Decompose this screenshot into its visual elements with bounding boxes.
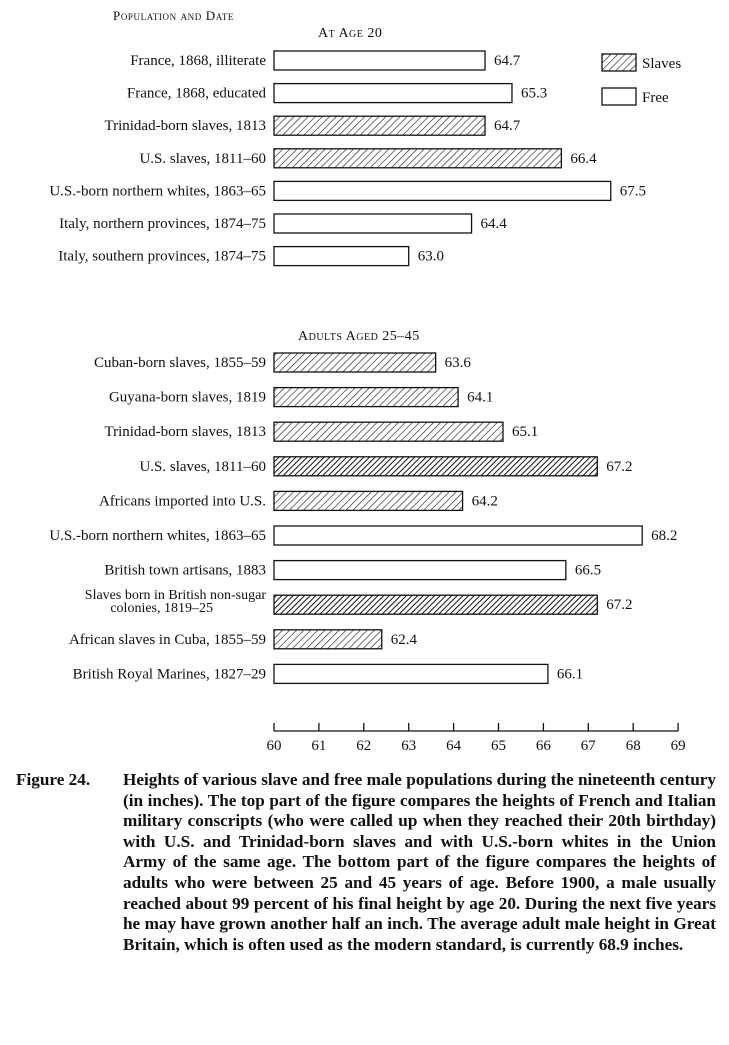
x-tick-label: 60	[267, 738, 282, 754]
data-label: 67.2	[606, 459, 632, 475]
x-axis: 60 61 62 63 64 65 66 67 68 69	[267, 723, 686, 754]
data-label: 64.2	[472, 493, 498, 509]
x-tick-label: 62	[356, 738, 371, 754]
bar	[273, 180, 612, 202]
category-label: African slaves in Cuba, 1855–59	[69, 632, 266, 648]
bar-group: 64.1 Guyana-born slaves, 1819	[109, 386, 493, 408]
x-tick-label: 63	[401, 738, 416, 754]
data-label: 63.0	[418, 249, 444, 265]
x-tick-label: 67	[581, 738, 597, 754]
caption-label: Figure 24.	[16, 770, 91, 789]
bar-group: 65.1 Trinidad-born slaves, 1813	[104, 421, 538, 442]
x-tick-label: 61	[311, 738, 326, 754]
bar	[273, 115, 486, 136]
bar-group: 62.4 African slaves in Cuba, 1855–59	[69, 629, 418, 650]
x-tick-label: 69	[671, 738, 686, 754]
figure-caption: Figure 24. Heights of various slave and …	[16, 770, 716, 955]
x-tick-label: 66	[536, 738, 552, 754]
bar-group: 63.0 Italy, southern provinces, 1874–75	[58, 245, 444, 267]
bar-group: 63.6 Cuban-born slaves, 1855–59	[94, 352, 472, 373]
population-header: Population and Date	[113, 8, 234, 23]
category-label: France, 1868, educated	[127, 86, 267, 102]
bar-group: 64.4 Italy, northern provinces, 1874–75	[59, 213, 508, 234]
data-label: 67.2	[606, 597, 632, 613]
bar	[273, 352, 437, 373]
bar	[273, 559, 567, 581]
bar	[273, 525, 643, 546]
category-label: Guyana-born slaves, 1819	[109, 390, 266, 406]
data-label: 65.3	[521, 86, 547, 102]
category-label: Africans imported into U.S.	[99, 493, 266, 509]
bar-group: 65.3 France, 1868, educated	[127, 82, 547, 104]
data-label: 68.2	[651, 528, 677, 544]
legend-swatch-free	[601, 87, 637, 106]
category-label: colonies, 1819–25	[110, 601, 213, 616]
x-tick-label: 64	[446, 738, 462, 754]
data-label: 66.5	[575, 563, 601, 579]
bar-group: 66.1 British Royal Marines, 1827–29	[73, 663, 583, 685]
data-label: 62.4	[391, 632, 418, 648]
legend-swatch-slaves	[601, 53, 637, 72]
category-label: Cuban-born slaves, 1855–59	[94, 355, 266, 371]
bar-group: 67.2 U.S. slaves, 1811–60	[139, 456, 633, 477]
data-label: 64.1	[467, 390, 493, 406]
panel-title-1: At Age 20	[318, 26, 382, 41]
category-label: France, 1868, illiterate	[130, 53, 266, 69]
category-label: U.S.-born northern whites, 1863–65	[49, 183, 266, 199]
bar-group: 67.2 Slaves born in British non-sugarcolo…	[85, 588, 633, 616]
category-label: U.S. slaves, 1811–60	[139, 459, 266, 475]
data-label: 65.1	[512, 424, 538, 440]
x-tick-label: 68	[626, 738, 641, 754]
bar	[273, 421, 504, 442]
panel-title-2: Adults Aged 25–45	[298, 329, 420, 344]
data-label: 64.7	[494, 53, 521, 69]
bar	[273, 148, 563, 169]
category-label: Italy, southern provinces, 1874–75	[58, 249, 266, 265]
bar	[273, 629, 383, 650]
bar-group: 66.5 British town artisans, 1883	[104, 559, 601, 581]
caption-text: Heights of various slave and free male p…	[123, 770, 716, 954]
bar	[273, 245, 410, 267]
bar	[273, 490, 464, 512]
data-label: 67.5	[620, 183, 646, 199]
bar	[273, 386, 459, 408]
category-label: Italy, northern provinces, 1874–75	[59, 216, 266, 232]
category-label: Trinidad-born slaves, 1813	[104, 118, 266, 134]
data-label: 66.1	[557, 666, 583, 682]
data-label: 64.7	[494, 118, 521, 134]
category-label: British Royal Marines, 1827–29	[73, 666, 266, 682]
bar-group: 68.2 U.S.-born northern whites, 1863–65	[49, 525, 677, 546]
category-label: U.S. slaves, 1811–60	[139, 151, 266, 167]
legend: Slaves Free	[601, 53, 681, 106]
bar	[273, 594, 598, 615]
category-label: Slaves born in British non-sugar	[85, 588, 267, 603]
data-label: 63.6	[445, 355, 472, 371]
bar	[273, 50, 486, 71]
bar-group: 64.7 France, 1868, illiterate	[130, 50, 521, 71]
legend-label-free: Free	[642, 90, 669, 106]
bar	[273, 213, 473, 234]
bar	[273, 456, 598, 477]
bar	[273, 82, 513, 104]
bar-group: 64.7 Trinidad-born slaves, 1813	[104, 115, 521, 136]
bar-group: 67.5 U.S.-born northern whites, 1863–65	[49, 180, 646, 202]
heights-bar-chart: Population and Date Slaves Free At Age 20…	[49, 8, 686, 754]
bar-group: 64.2 Africans imported into U.S.	[99, 490, 498, 512]
data-label: 66.4	[570, 151, 597, 167]
data-label: 64.4	[481, 216, 508, 232]
x-tick-label: 65	[491, 738, 506, 754]
legend-label-slaves: Slaves	[642, 56, 681, 72]
category-label: British town artisans, 1883	[104, 563, 266, 579]
bar	[273, 663, 549, 685]
category-label: Trinidad-born slaves, 1813	[104, 424, 266, 440]
bar-group: 66.4 U.S. slaves, 1811–60	[139, 148, 597, 169]
category-label: U.S.-born northern whites, 1863–65	[49, 528, 266, 544]
